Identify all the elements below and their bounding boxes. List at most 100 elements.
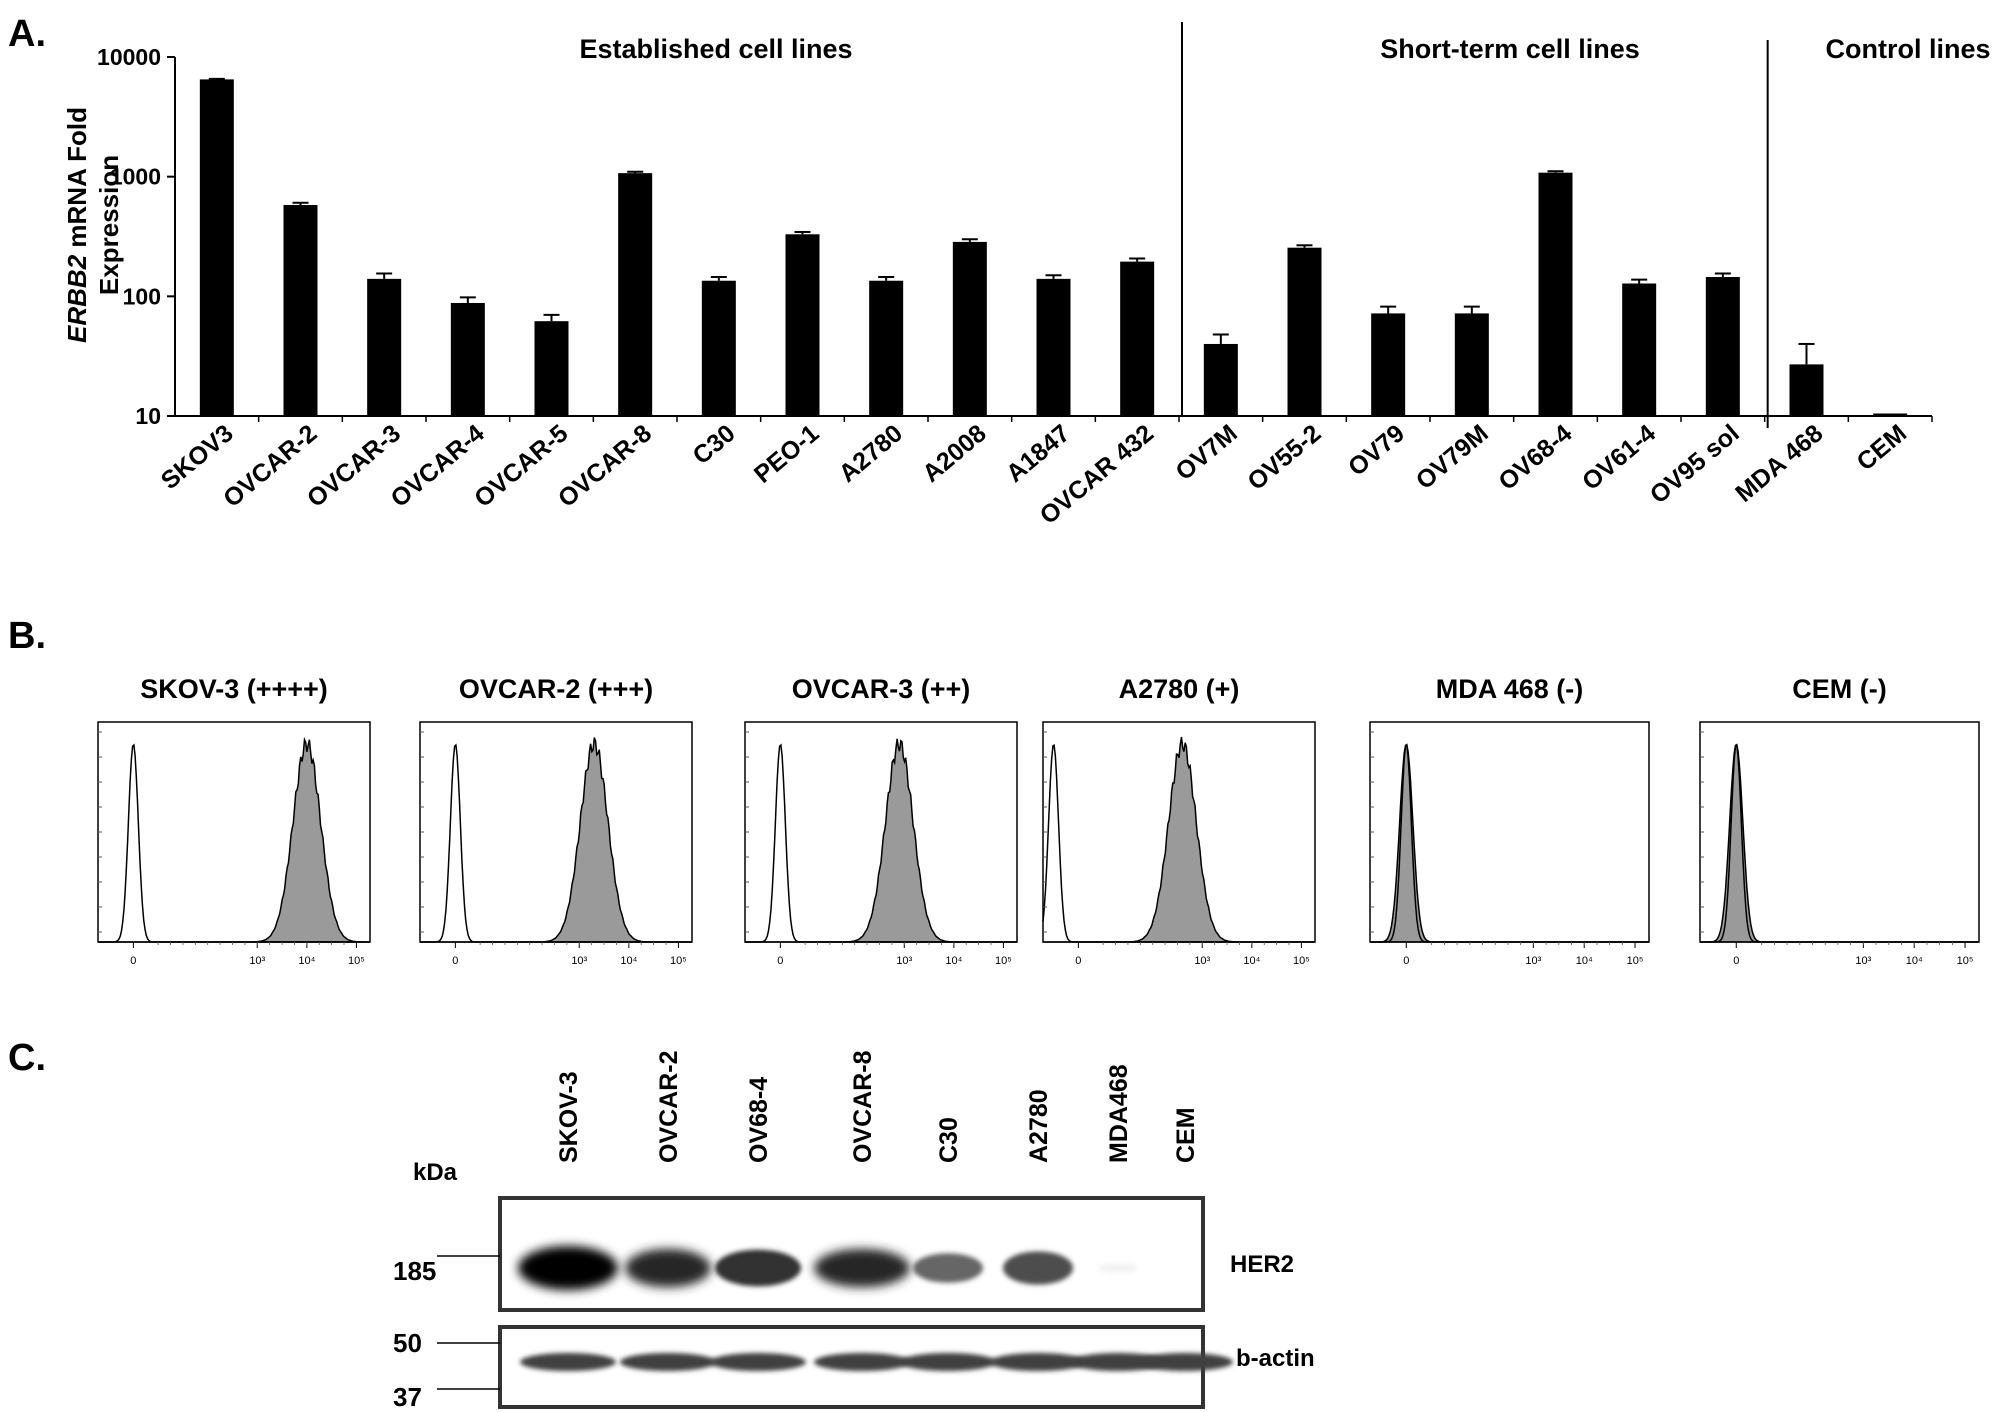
- y-tick-label: 1000: [110, 164, 161, 190]
- actin-band: [710, 1353, 806, 1371]
- bar: [199, 79, 234, 417]
- x-tick-label: 0: [777, 955, 783, 967]
- histogram-title: A2780 (+): [1119, 674, 1240, 704]
- bar: [1622, 283, 1657, 416]
- actin-band: [990, 1353, 1086, 1371]
- lane-label: C30: [935, 1117, 963, 1163]
- lane-label: MDA468: [1105, 1064, 1133, 1163]
- actin-label: b-actin: [1236, 1345, 1315, 1372]
- x-tick-label: 10⁵: [348, 955, 365, 967]
- histogram-plot: MDA 468 (-) 0 10³ 10⁴ 10⁵: [1369, 674, 1650, 967]
- x-tick-label: 10³: [1525, 955, 1541, 967]
- her2-band: [1003, 1251, 1073, 1285]
- panel-b-flow-histograms: SKOV-3 (++++) 0 10³ 10⁴ 10⁵ OVCAR-2 (+++) 0 10³…: [97, 674, 1980, 967]
- histogram-title: MDA 468 (-): [1436, 674, 1584, 704]
- bar: [1287, 247, 1322, 416]
- x-tick-label: 10⁴: [1243, 955, 1260, 967]
- x-tick-label: 10³: [896, 955, 912, 967]
- x-tick-label: PEO-1: [749, 419, 825, 489]
- bar: [534, 321, 569, 416]
- bar: [1538, 172, 1573, 416]
- actin-band: [900, 1353, 996, 1371]
- actin-band: [814, 1353, 910, 1371]
- marker-185-label: 185: [393, 1256, 436, 1286]
- lane-label: SKOV-3: [555, 1071, 583, 1163]
- x-tick-label: OV7M: [1170, 419, 1242, 486]
- bar: [1120, 261, 1155, 416]
- x-tick-label: 10³: [1194, 955, 1210, 967]
- x-tick-label: 10⁴: [620, 955, 637, 967]
- bar: [1789, 364, 1824, 416]
- x-tick-label: 0: [1733, 955, 1739, 967]
- bar: [450, 302, 485, 416]
- group-label: Established cell lines: [579, 34, 852, 64]
- bar: [1705, 277, 1740, 416]
- lane-label: A2780: [1025, 1089, 1053, 1163]
- x-tick-label: OVCAR-8: [553, 419, 657, 513]
- her2-band: [913, 1253, 983, 1283]
- panel-letter-a: A.: [8, 13, 46, 55]
- x-tick-label: 10³: [571, 955, 587, 967]
- group-label: Short-term cell lines: [1380, 34, 1640, 64]
- x-tick-label: 10⁵: [1957, 955, 1974, 967]
- marker-37-label: 37: [393, 1382, 422, 1412]
- x-tick-label: 10³: [1855, 955, 1871, 967]
- x-tick-label: OVCAR-2: [218, 419, 322, 513]
- panel-a-bar-chart: ERBB2 mRNA Fold Expression 10 100 1000 1000…: [62, 22, 1991, 530]
- sample-histogram: [1043, 736, 1315, 943]
- her2-band: [518, 1246, 618, 1290]
- x-tick-label: C30: [688, 419, 741, 470]
- her2-band: [1098, 1263, 1138, 1273]
- x-tick-label: OV95 sol: [1645, 419, 1745, 509]
- actin-band: [1070, 1353, 1166, 1371]
- lane-label: OVCAR-2: [655, 1050, 683, 1163]
- histogram-plot: SKOV-3 (++++) 0 10³ 10⁴ 10⁵: [97, 674, 371, 967]
- panel-c-western-blot: kDa SKOV-3 OVCAR-2 OV68-4 OVCAR-8 C30 A2780 MDA…: [393, 1050, 1315, 1412]
- actin-band: [620, 1353, 716, 1371]
- x-tick-label: 10⁵: [1293, 955, 1310, 967]
- histogram-plot: A2780 (+) 0 10³ 10⁴ 10⁵: [1042, 674, 1316, 967]
- control-histogram: [420, 743, 692, 943]
- panel-letter-c: C.: [8, 1037, 46, 1079]
- bar: [283, 204, 318, 416]
- x-tick-label: 0: [130, 955, 136, 967]
- panel-letter-b: B.: [8, 615, 46, 657]
- x-tick-label: OV68-4: [1493, 419, 1577, 496]
- x-tick-label: 10⁴: [1576, 955, 1593, 967]
- x-tick-label: 10³: [249, 955, 265, 967]
- histogram-title: SKOV-3 (++++): [140, 674, 328, 704]
- x-tick-label: 0: [452, 955, 458, 967]
- bar: [952, 241, 987, 416]
- y-axis-label: ERBB2 mRNA Fold: [62, 107, 92, 343]
- x-tick-label: 10⁴: [298, 955, 315, 967]
- histogram-plot: OVCAR-2 (+++) 0 10³ 10⁴ 10⁵: [419, 674, 693, 967]
- x-tick-label: CEM: [1851, 419, 1912, 476]
- x-tick-label: 10⁴: [1906, 955, 1923, 967]
- lane-label: OV68-4: [745, 1077, 773, 1163]
- histogram-plot: CEM (-) 0 10³ 10⁴ 10⁵: [1699, 674, 1980, 967]
- x-tick-label: 10⁵: [1627, 955, 1644, 967]
- her2-band: [715, 1249, 801, 1287]
- kda-label: kDa: [413, 1159, 458, 1186]
- histogram-title: OVCAR-3 (++): [792, 674, 971, 704]
- y-axis-label-line2: Expression: [94, 155, 124, 295]
- x-tick-label: A2008: [917, 419, 992, 488]
- y-tick-label: 100: [123, 283, 161, 309]
- x-tick-label: OVCAR-3: [302, 419, 406, 513]
- group-label: Control lines: [1825, 34, 1990, 64]
- x-tick-label: OV79M: [1411, 419, 1494, 495]
- y-tick-label: 10000: [97, 44, 161, 70]
- x-tick-label: 10⁴: [945, 955, 962, 967]
- her2-band: [625, 1248, 711, 1288]
- x-tick-label: 0: [1403, 955, 1409, 967]
- x-tick-label: 0: [1075, 955, 1081, 967]
- histogram-title: OVCAR-2 (+++): [459, 674, 653, 704]
- bar: [1371, 313, 1406, 416]
- x-tick-label: 10⁵: [995, 955, 1012, 967]
- her2-label: HER2: [1230, 1251, 1294, 1278]
- x-tick-label: A1847: [1001, 419, 1075, 488]
- y-tick-label: 10: [135, 403, 161, 429]
- actin-band: [520, 1353, 616, 1371]
